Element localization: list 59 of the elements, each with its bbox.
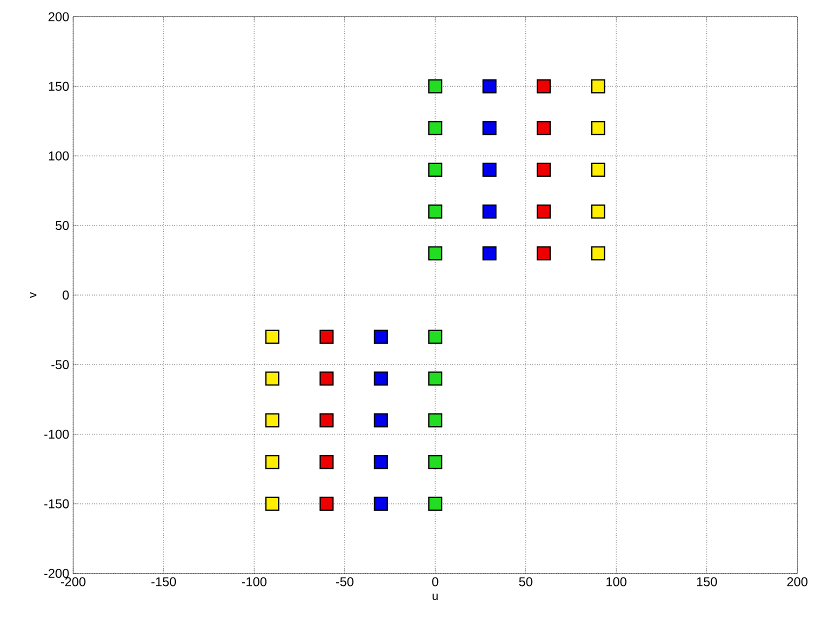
point — [591, 79, 606, 94]
y-tick-label: -100 — [44, 430, 69, 439]
x-tick-label: 150 — [697, 577, 717, 586]
x-tick-label: -100 — [242, 577, 266, 586]
y-tick-label: 0 — [62, 290, 69, 300]
point — [591, 204, 606, 219]
y-tick-label: 50 — [56, 221, 69, 230]
point — [428, 455, 442, 470]
point — [374, 496, 388, 512]
y-axis-title: v — [30, 292, 36, 298]
point — [482, 79, 497, 94]
point — [482, 204, 497, 219]
point — [428, 204, 442, 219]
point — [536, 204, 551, 219]
x-tick-label: -50 — [336, 577, 354, 586]
x-tick-label: 0 — [432, 577, 438, 586]
point — [428, 372, 442, 386]
point — [591, 246, 606, 261]
point — [482, 246, 497, 261]
y-tick-label: -200 — [44, 569, 69, 578]
y-tick-label: -150 — [44, 499, 69, 509]
point — [428, 413, 442, 428]
point — [428, 121, 442, 136]
x-tick-label: 100 — [606, 577, 626, 586]
point — [428, 246, 442, 261]
x-tick-label: 50 — [519, 577, 532, 586]
point — [374, 455, 388, 470]
point — [428, 330, 442, 344]
point — [536, 121, 551, 136]
point — [320, 455, 334, 470]
point — [320, 330, 334, 344]
point — [591, 162, 606, 178]
point — [536, 162, 551, 178]
point — [265, 455, 280, 470]
point — [428, 496, 442, 512]
point — [320, 372, 334, 386]
y-tick-label: 100 — [48, 152, 69, 161]
x-tick-label: 200 — [787, 577, 808, 586]
x-axis-title: u — [432, 594, 438, 600]
y-tick-label: -50 — [51, 360, 69, 370]
y-tick-label: 150 — [48, 82, 69, 92]
point — [536, 79, 551, 94]
point — [482, 121, 497, 136]
point — [482, 162, 497, 178]
point — [374, 372, 388, 386]
point — [265, 496, 280, 512]
y-tick-label: 200 — [48, 12, 69, 22]
point — [536, 246, 551, 261]
point — [265, 413, 280, 428]
point — [374, 330, 388, 344]
point — [265, 330, 280, 344]
x-tick-label: -150 — [151, 577, 176, 586]
point — [428, 79, 442, 94]
point — [428, 162, 442, 178]
point — [320, 413, 334, 428]
point — [265, 372, 280, 386]
point — [591, 121, 606, 136]
point — [320, 496, 334, 512]
point — [374, 413, 388, 428]
